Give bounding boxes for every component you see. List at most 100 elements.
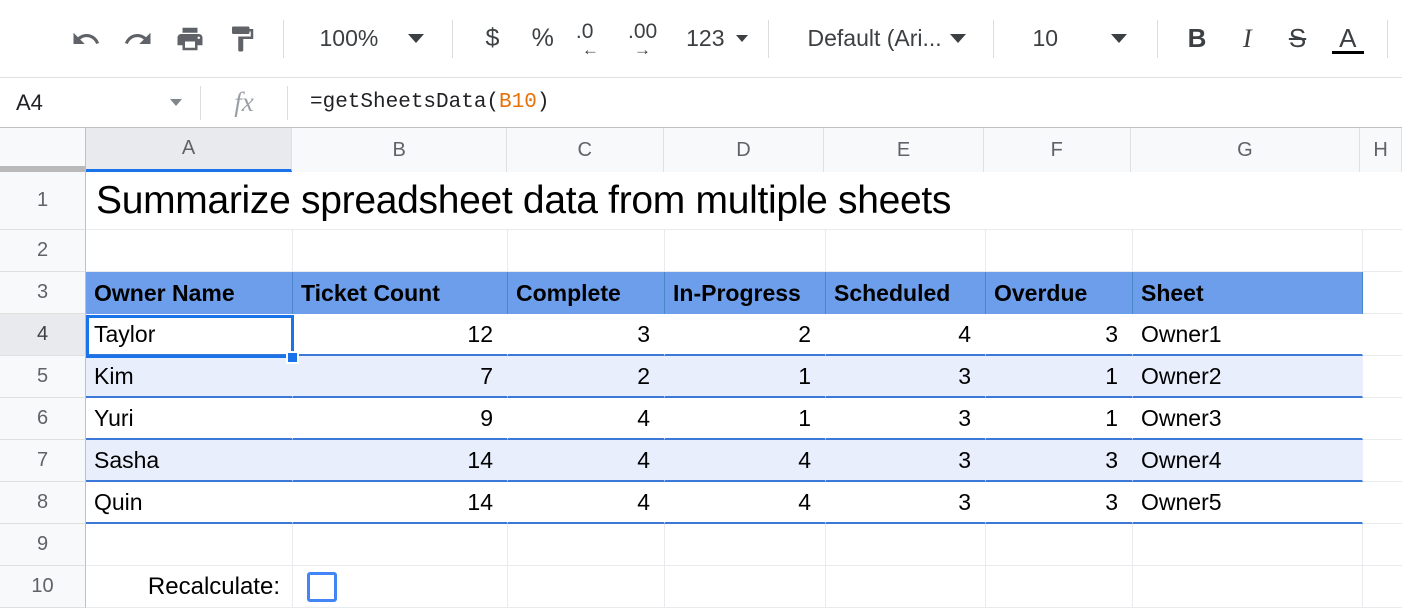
cell-recalculate-checkbox[interactable] bbox=[293, 566, 508, 608]
cell-a2[interactable] bbox=[86, 230, 293, 272]
table-header-complete[interactable]: Complete bbox=[508, 272, 665, 314]
cell-overdue[interactable]: 3 bbox=[986, 314, 1133, 356]
cell-sheet[interactable]: Owner2 bbox=[1133, 356, 1363, 398]
cell-in-progress[interactable]: 4 bbox=[665, 482, 826, 524]
cell-scheduled[interactable]: 3 bbox=[826, 482, 986, 524]
cell-h5[interactable] bbox=[1363, 356, 1402, 398]
zoom-selector[interactable]: 100% bbox=[298, 25, 439, 52]
cell-b2[interactable] bbox=[293, 230, 508, 272]
cell-complete[interactable]: 3 bbox=[508, 314, 665, 356]
cell-in-progress[interactable]: 4 bbox=[665, 440, 826, 482]
undo-icon[interactable] bbox=[60, 16, 112, 62]
increase-decimal-button[interactable]: .00 → bbox=[620, 16, 672, 62]
cell-f10[interactable] bbox=[986, 566, 1133, 608]
decrease-decimal-button[interactable]: .0 ← bbox=[568, 16, 620, 62]
row-header-9[interactable]: 9 bbox=[0, 524, 86, 566]
column-header-f[interactable]: F bbox=[983, 128, 1131, 172]
column-header-b[interactable]: B bbox=[292, 128, 507, 172]
cell-owner-name[interactable]: Sasha bbox=[86, 440, 293, 482]
cell-h2[interactable] bbox=[1363, 230, 1402, 272]
paint-format-icon[interactable] bbox=[216, 16, 268, 62]
currency-format-button[interactable]: $ bbox=[485, 24, 500, 52]
cell-d9[interactable] bbox=[665, 524, 826, 566]
select-all-corner[interactable] bbox=[0, 128, 86, 172]
cell-overdue[interactable]: 3 bbox=[986, 440, 1133, 482]
cell-d10[interactable] bbox=[665, 566, 826, 608]
cell-d2[interactable] bbox=[665, 230, 826, 272]
cell-owner-name[interactable]: Kim bbox=[86, 356, 293, 398]
cell-c2[interactable] bbox=[508, 230, 665, 272]
font-size-selector[interactable]: 10 bbox=[1008, 16, 1142, 62]
cell-h4[interactable] bbox=[1363, 314, 1402, 356]
cell-sheet[interactable]: Owner1 bbox=[1133, 314, 1363, 356]
column-header-e[interactable]: E bbox=[824, 128, 984, 172]
cell-h3[interactable] bbox=[1363, 272, 1402, 314]
table-header-overdue[interactable]: Overdue bbox=[986, 272, 1133, 314]
cell-complete[interactable]: 4 bbox=[508, 440, 665, 482]
formula-input[interactable]: =getSheetsData(B10) bbox=[288, 78, 1402, 127]
recalculate-checkbox[interactable] bbox=[307, 571, 337, 602]
column-header-a[interactable]: A bbox=[85, 128, 293, 172]
row-header-8[interactable]: 8 bbox=[0, 482, 86, 524]
cell-h7[interactable] bbox=[1363, 440, 1402, 482]
column-header-c[interactable]: C bbox=[506, 128, 664, 172]
cell-ticket-count[interactable]: 14 bbox=[293, 482, 508, 524]
cell-complete[interactable]: 4 bbox=[508, 482, 665, 524]
table-header-scheduled[interactable]: Scheduled bbox=[826, 272, 986, 314]
table-header-sheet[interactable]: Sheet bbox=[1133, 272, 1363, 314]
cell-overdue[interactable]: 1 bbox=[986, 398, 1133, 440]
column-header-d[interactable]: D bbox=[663, 128, 825, 172]
cell-f2[interactable] bbox=[986, 230, 1133, 272]
font-family-selector[interactable]: Default (Ari... bbox=[783, 16, 979, 62]
table-header-in-progress[interactable]: In-Progress bbox=[665, 272, 826, 314]
cell-h8[interactable] bbox=[1363, 482, 1402, 524]
column-header-h[interactable]: H bbox=[1360, 128, 1402, 172]
text-color-button[interactable]: A bbox=[1323, 23, 1373, 54]
cell-b9[interactable] bbox=[293, 524, 508, 566]
cell-in-progress[interactable]: 1 bbox=[665, 398, 826, 440]
column-header-g[interactable]: G bbox=[1130, 128, 1361, 172]
cell-scheduled[interactable]: 3 bbox=[826, 356, 986, 398]
cell-ticket-count[interactable]: 14 bbox=[293, 440, 508, 482]
row-header-1[interactable]: 1 bbox=[0, 172, 86, 230]
cell-complete[interactable]: 4 bbox=[508, 398, 665, 440]
cell-h6[interactable] bbox=[1363, 398, 1402, 440]
cell-h10[interactable] bbox=[1363, 566, 1402, 608]
cell-h9[interactable] bbox=[1363, 524, 1402, 566]
cell-e10[interactable] bbox=[826, 566, 986, 608]
cell-scheduled[interactable]: 3 bbox=[826, 440, 986, 482]
percent-format-button[interactable]: % bbox=[531, 24, 554, 52]
bold-button[interactable]: B bbox=[1187, 23, 1207, 53]
function-icon[interactable]: fx bbox=[234, 87, 254, 117]
cell-complete[interactable]: 2 bbox=[508, 356, 665, 398]
cell-overdue[interactable]: 3 bbox=[986, 482, 1133, 524]
cell-g9[interactable] bbox=[1133, 524, 1363, 566]
cell-scheduled[interactable]: 3 bbox=[826, 398, 986, 440]
strikethrough-button[interactable]: S bbox=[1288, 23, 1307, 53]
cell-c10[interactable] bbox=[508, 566, 665, 608]
print-icon[interactable] bbox=[164, 16, 216, 62]
row-header-4[interactable]: 4 bbox=[0, 314, 86, 356]
cell-c9[interactable] bbox=[508, 524, 665, 566]
cell-ticket-count[interactable]: 9 bbox=[293, 398, 508, 440]
row-header-5[interactable]: 5 bbox=[0, 356, 86, 398]
fill-handle[interactable] bbox=[286, 351, 299, 364]
cell-a9[interactable] bbox=[86, 524, 293, 566]
row-header-3[interactable]: 3 bbox=[0, 272, 86, 314]
more-formats-button[interactable]: 123 bbox=[672, 16, 754, 62]
cell-ticket-count[interactable]: 7 bbox=[293, 356, 508, 398]
cell-owner-name[interactable]: Yuri bbox=[86, 398, 293, 440]
cell-sheet[interactable]: Owner5 bbox=[1133, 482, 1363, 524]
row-header-10[interactable]: 10 bbox=[0, 566, 86, 608]
cell-ticket-count[interactable]: 12 bbox=[293, 314, 508, 356]
row-header-6[interactable]: 6 bbox=[0, 398, 86, 440]
cell-scheduled[interactable]: 4 bbox=[826, 314, 986, 356]
cell-overdue[interactable]: 1 bbox=[986, 356, 1133, 398]
table-header-owner-name[interactable]: Owner Name bbox=[86, 272, 293, 314]
cell-g10[interactable] bbox=[1133, 566, 1363, 608]
cell-in-progress[interactable]: 1 bbox=[665, 356, 826, 398]
name-box[interactable]: A4 bbox=[0, 78, 200, 127]
row-header-7[interactable]: 7 bbox=[0, 440, 86, 482]
cell-e9[interactable] bbox=[826, 524, 986, 566]
cell-sheet[interactable]: Owner4 bbox=[1133, 440, 1363, 482]
